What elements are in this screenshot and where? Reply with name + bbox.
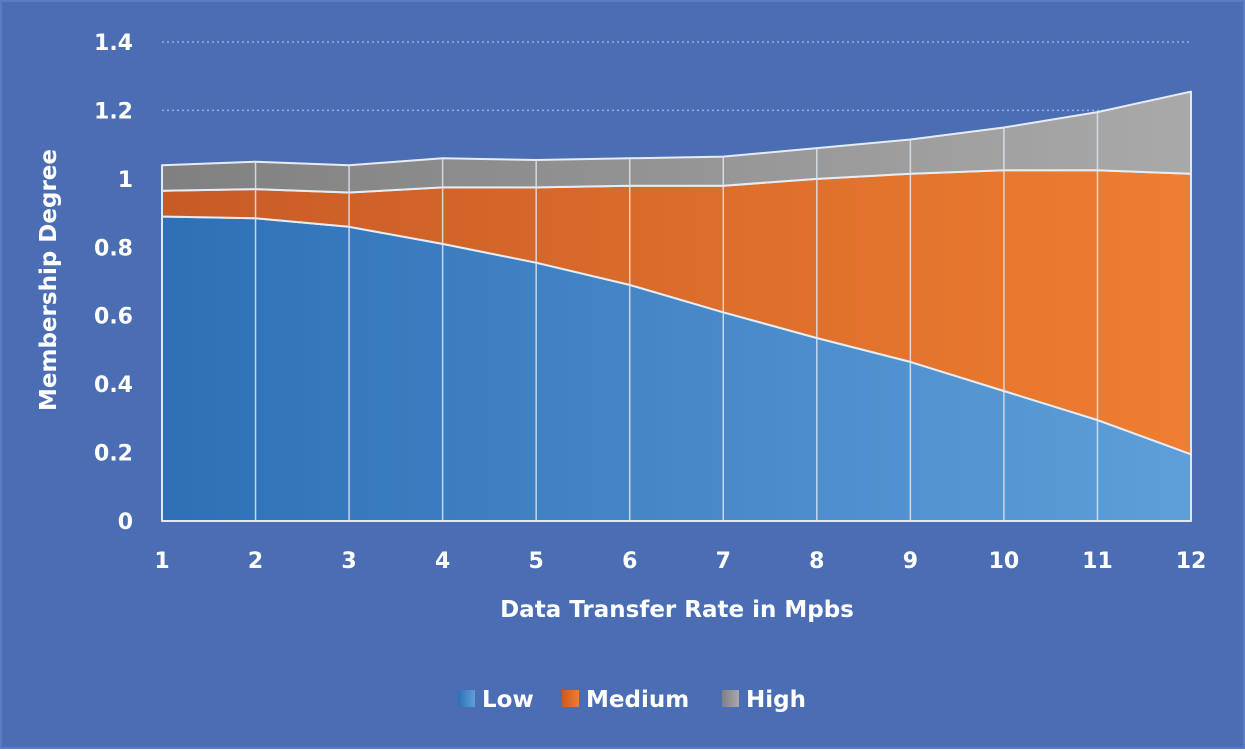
- x-tick-label: 2: [248, 549, 263, 574]
- legend-label-medium: Medium: [586, 687, 689, 713]
- x-tick-label: 4: [435, 549, 450, 574]
- x-tick-label: 3: [341, 549, 356, 574]
- y-tick-label: 1.2: [94, 99, 133, 124]
- x-tick-label: 10: [989, 549, 1020, 574]
- y-tick-label: 1: [118, 168, 133, 193]
- x-tick-label: 5: [529, 549, 544, 574]
- legend-label-high: High: [746, 687, 806, 713]
- x-tick-label: 11: [1082, 549, 1113, 574]
- legend-swatch-high: [722, 690, 739, 707]
- x-axis-title: Data Transfer Rate in Mpbs: [500, 597, 854, 623]
- x-tick-label: 6: [622, 549, 637, 574]
- x-tick-label: 12: [1176, 549, 1207, 574]
- y-tick-label: 0.2: [94, 442, 133, 467]
- y-tick-label: 0.6: [94, 305, 133, 330]
- legend-swatch-low: [458, 690, 475, 707]
- x-tick-label: 1: [154, 549, 169, 574]
- x-tick-label: 8: [809, 549, 824, 574]
- legend-label-low: Low: [482, 687, 534, 713]
- y-tick-label: 0: [118, 510, 133, 535]
- legend-swatch-medium: [562, 690, 579, 707]
- y-tick-label: 1.4: [94, 31, 133, 56]
- x-tick-label: 7: [716, 549, 731, 574]
- y-tick-label: 0.4: [94, 373, 133, 398]
- x-tick-label: 9: [903, 549, 918, 574]
- y-tick-label: 0.8: [94, 236, 133, 261]
- legend: Low Medium High: [458, 687, 806, 713]
- y-axis-title: Membership Degree: [36, 149, 62, 411]
